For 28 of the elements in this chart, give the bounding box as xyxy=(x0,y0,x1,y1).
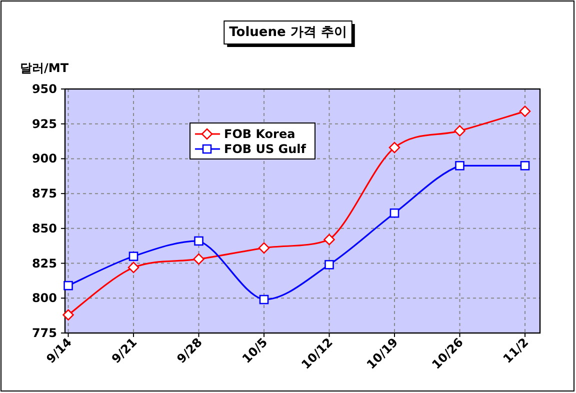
point xyxy=(324,260,334,270)
y-axis-title: 달러/MT xyxy=(20,61,70,75)
y-tick-label: 800 xyxy=(32,291,57,306)
point xyxy=(390,208,400,218)
y-tick-label: 925 xyxy=(32,116,57,131)
point xyxy=(454,125,466,136)
point xyxy=(388,142,400,154)
legend-label: FOB Korea xyxy=(224,127,296,141)
point xyxy=(258,242,270,254)
point xyxy=(62,309,74,321)
y-tick-label: 875 xyxy=(32,186,57,201)
chart-title: Toluene 가격 추이 xyxy=(229,25,347,40)
point xyxy=(64,280,73,290)
point xyxy=(128,252,138,261)
y-tick-label: 775 xyxy=(32,326,57,340)
point xyxy=(193,253,204,265)
point xyxy=(128,262,140,274)
y-tick-label: 850 xyxy=(32,221,57,236)
point xyxy=(520,161,530,170)
point xyxy=(519,106,531,117)
y-tick-label: 825 xyxy=(32,256,57,270)
y-tick-label: 950 xyxy=(32,82,57,96)
point xyxy=(455,161,464,170)
point xyxy=(259,294,269,304)
legend-label: FOB US Gulf xyxy=(224,142,307,156)
point xyxy=(324,234,335,246)
point xyxy=(194,236,204,246)
y-tick-label: 900 xyxy=(32,152,57,166)
